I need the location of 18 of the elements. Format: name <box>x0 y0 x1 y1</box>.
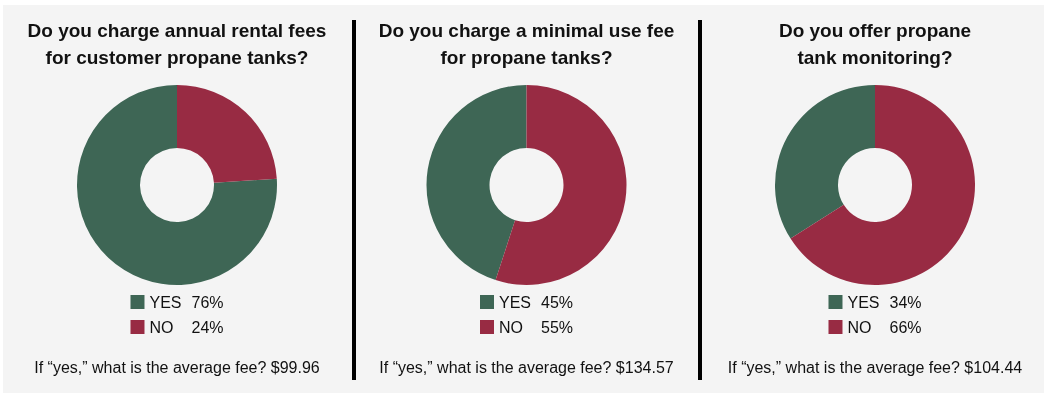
legend-label: NO <box>498 318 523 336</box>
data-label: 34% <box>889 293 922 311</box>
chart-title: Do you charge annual rental fees for customer propane tanks? <box>27 20 327 68</box>
data-label: 76% <box>191 293 224 311</box>
data-label: 45% <box>540 293 574 311</box>
text: If “yes,” what is the average fee? $134.57 <box>379 358 674 376</box>
text: If “yes,” what is the average fee? $99.96 <box>34 358 320 376</box>
legend-label: NO <box>847 318 872 336</box>
data-label: 24% <box>191 318 224 336</box>
data-label: 66% <box>889 318 922 336</box>
data-label: 55% <box>540 318 574 336</box>
legend-label: YES <box>847 293 880 311</box>
legend-label: YES <box>149 293 182 311</box>
chart-title: Do you charge a minimal use fee for propane tanks? <box>378 20 675 68</box>
legend-label: NO <box>149 318 174 336</box>
text: If “yes,” what is the average fee? $104.44 <box>727 358 1023 376</box>
chart-title: Do you offer propane tank monitoring? <box>778 20 972 68</box>
legend-label: YES <box>498 293 531 311</box>
